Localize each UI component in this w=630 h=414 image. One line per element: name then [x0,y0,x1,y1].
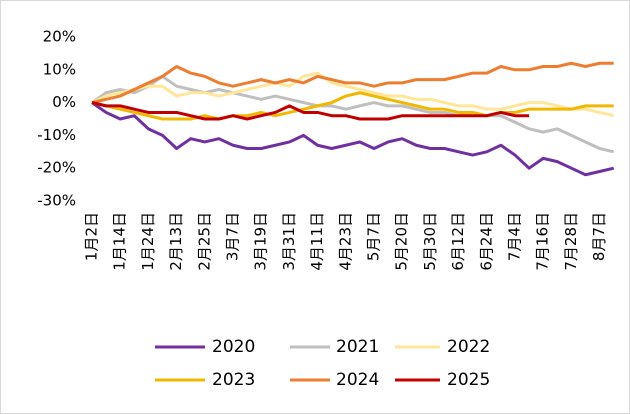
series-line [91,74,615,154]
x-tick-label: 3月31日 [280,212,298,271]
legend-label: 2021 [336,337,379,357]
x-tick-label: 5月20日 [393,212,411,271]
y-tick-label: 0% [52,93,76,111]
x-tick-label: 7月28日 [562,212,580,271]
series-line [91,101,615,177]
x-tick-label: 2月13日 [167,212,185,271]
y-tick-label: -30% [37,192,76,210]
y-tick-label: 10% [43,60,76,78]
y-tick-label: 20% [43,28,76,46]
x-tick-label: 4月11日 [308,212,326,271]
legend-label: 2020 [212,337,255,357]
x-tick-label: 4月23日 [336,212,354,271]
x-tick-label: 5月7日 [365,212,383,261]
series-line [91,71,615,118]
x-tick-label: 2月25日 [195,212,213,271]
x-tick-label: 8月7日 [590,212,608,261]
x-tick-label: 1月2日 [83,212,101,261]
x-tick-label: 3月7日 [224,212,242,261]
x-tick-label: 1月24日 [139,212,157,271]
x-tick-label: 6月12日 [449,212,467,271]
legend-label: 2022 [447,337,490,357]
x-tick-label: 3月19日 [252,212,270,271]
x-tick-label: 5月30日 [421,212,439,271]
y-tick-label: -10% [37,126,76,144]
series-line [91,101,530,121]
legend-label: 2025 [447,370,490,390]
x-tick-label: 6月24日 [477,212,495,271]
y-tick-label: -20% [37,159,76,177]
series-line [91,61,614,105]
x-tick-label: 1月14日 [111,212,129,271]
x-tick-label: 7月4日 [506,212,524,261]
x-tick-label: 7月16日 [534,212,552,271]
series-line [91,91,614,121]
legend-label: 2024 [336,370,379,390]
legend-label: 2023 [212,370,255,390]
